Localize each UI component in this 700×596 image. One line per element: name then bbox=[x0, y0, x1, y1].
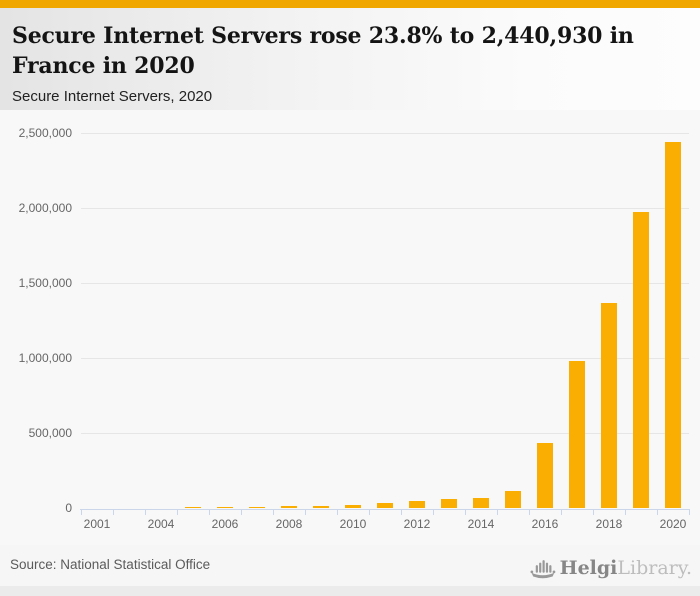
bar-2007[interactable] bbox=[249, 507, 265, 508]
x-axis-tick bbox=[561, 509, 562, 515]
x-axis-tick bbox=[177, 509, 178, 515]
bar-2019[interactable] bbox=[633, 212, 649, 508]
x-axis-tick bbox=[433, 509, 434, 515]
chart-canvas: 0 500,000 1,000,000 1,500,000 2,000,000 2,500… bbox=[0, 110, 700, 545]
bar-2015[interactable] bbox=[505, 491, 521, 508]
bar-2018[interactable] bbox=[601, 303, 617, 508]
bar-2006[interactable] bbox=[217, 507, 233, 508]
y-axis-label: 500,000 bbox=[28, 426, 72, 440]
x-axis-label: 2004 bbox=[147, 517, 175, 531]
x-axis-label: 2020 bbox=[659, 517, 687, 531]
y-gridline bbox=[81, 133, 689, 134]
y-axis-label: 2,000,000 bbox=[18, 201, 72, 215]
y-gridline bbox=[81, 208, 689, 209]
x-axis-tick bbox=[81, 509, 82, 515]
x-axis-label: 2010 bbox=[339, 517, 367, 531]
x-axis-label: 2012 bbox=[403, 517, 431, 531]
x-axis-tick bbox=[241, 509, 242, 515]
x-axis-tick bbox=[689, 509, 690, 515]
x-axis-label: 2008 bbox=[275, 517, 303, 531]
bar-2020[interactable] bbox=[665, 142, 681, 508]
x-axis-tick bbox=[273, 509, 274, 515]
x-axis-tick bbox=[593, 509, 594, 515]
brand-wordmark: HelgiLibrary. bbox=[560, 557, 692, 579]
brand-name-secondary: Library. bbox=[617, 557, 692, 579]
x-axis-tick bbox=[113, 509, 114, 515]
x-axis-label: 2016 bbox=[531, 517, 559, 531]
helgi-library-logo[interactable]: HelgiLibrary. bbox=[529, 551, 692, 585]
chart-subtitle: Secure Internet Servers, 2020 bbox=[12, 88, 213, 105]
x-axis-label: 2001 bbox=[83, 517, 111, 531]
x-axis-tick bbox=[209, 509, 210, 515]
x-axis-tick bbox=[401, 509, 402, 515]
x-axis-tick bbox=[337, 509, 338, 515]
page-title-line1: Secure Internet Servers rose 23.8% to 2,… bbox=[12, 23, 634, 49]
bar-2005[interactable] bbox=[185, 507, 201, 508]
x-axis-label: 2018 bbox=[595, 517, 623, 531]
bar-2009[interactable] bbox=[313, 506, 329, 508]
x-axis-tick bbox=[529, 509, 530, 515]
bar-2011[interactable] bbox=[377, 503, 393, 508]
x-axis-tick bbox=[369, 509, 370, 515]
bar-2014[interactable] bbox=[473, 498, 489, 508]
accent-bar bbox=[0, 0, 700, 8]
x-axis-line bbox=[80, 509, 690, 510]
y-gridline bbox=[81, 283, 689, 284]
x-axis-label: 2006 bbox=[211, 517, 239, 531]
bar-2010[interactable] bbox=[345, 505, 361, 508]
bar-2017[interactable] bbox=[569, 361, 585, 508]
bar-2012[interactable] bbox=[409, 501, 425, 508]
x-axis-tick bbox=[497, 509, 498, 515]
x-axis-label: 2014 bbox=[467, 517, 495, 531]
y-axis-label: 1,500,000 bbox=[18, 276, 72, 290]
y-gridline bbox=[81, 433, 689, 434]
helgi-ship-icon bbox=[530, 559, 555, 578]
page-title: Secure Internet Servers rose 23.8% to 2,… bbox=[0, 8, 700, 81]
brand-name-primary: Helgi bbox=[559, 557, 618, 579]
x-axis-tick bbox=[625, 509, 626, 515]
page-title-line2: France in 2020 bbox=[12, 53, 195, 79]
bar-2008[interactable] bbox=[281, 506, 297, 508]
x-axis-tick bbox=[145, 509, 146, 515]
y-axis-label: 2,500,000 bbox=[18, 126, 72, 140]
y-axis-label: 0 bbox=[65, 501, 72, 515]
y-axis-label: 1,000,000 bbox=[18, 351, 72, 365]
bar-2016[interactable] bbox=[537, 443, 553, 508]
y-gridline bbox=[81, 358, 689, 359]
bar-2013[interactable] bbox=[441, 499, 457, 508]
source-note: Source: National Statistical Office bbox=[10, 557, 211, 572]
chart-header: Secure Internet Servers rose 23.8% to 2,… bbox=[0, 8, 700, 110]
x-axis-tick bbox=[465, 509, 466, 515]
x-axis-tick bbox=[657, 509, 658, 515]
bottom-edge-strip bbox=[0, 586, 700, 596]
x-axis-tick bbox=[305, 509, 306, 515]
